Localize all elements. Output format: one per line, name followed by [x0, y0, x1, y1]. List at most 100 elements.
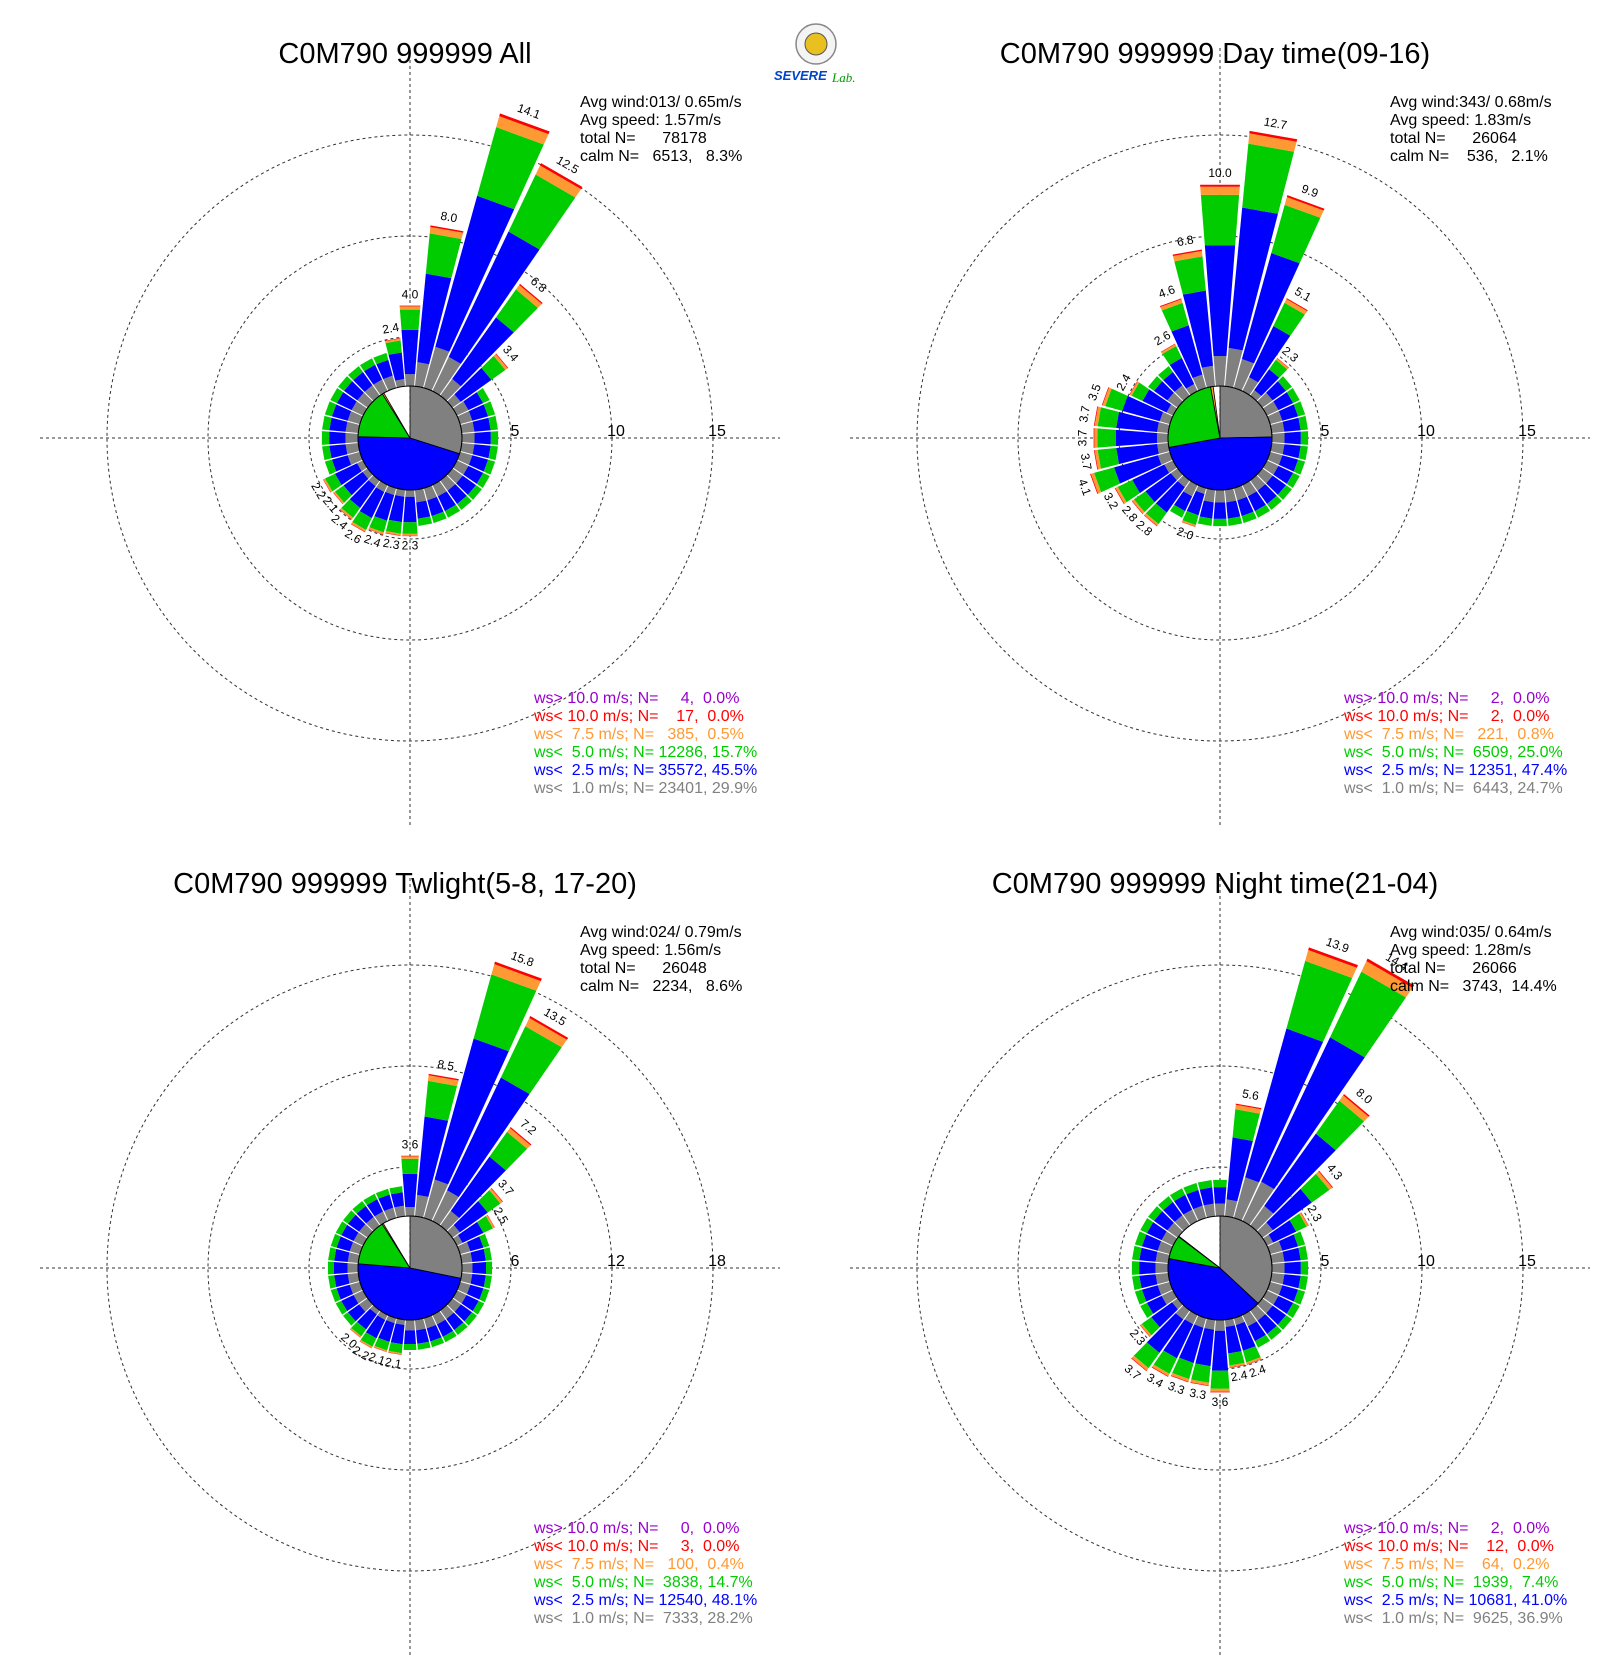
petal-segment	[430, 1337, 445, 1348]
petal-segment	[1315, 1171, 1333, 1190]
petal	[1257, 1298, 1292, 1330]
petal-segment	[1300, 431, 1309, 445]
petal-segment	[1245, 1028, 1324, 1183]
petal-segment	[1278, 1285, 1299, 1302]
petal-segment	[473, 974, 537, 1052]
petal-segment	[519, 283, 543, 304]
stat-line: total N= 26048	[580, 960, 707, 977]
petal	[322, 460, 368, 493]
petal-segment	[1186, 490, 1205, 516]
petal-segment	[468, 404, 489, 421]
petal	[330, 387, 368, 416]
petal-segment	[454, 367, 492, 402]
petal	[1197, 488, 1216, 526]
petal-segment	[1151, 1366, 1169, 1377]
petal-segment	[1276, 357, 1290, 369]
petal-segment	[1235, 1104, 1262, 1114]
petal-segment	[460, 442, 475, 455]
petal-segment	[472, 417, 491, 432]
petal-segment	[1293, 401, 1306, 417]
petal-segment	[339, 509, 352, 520]
legend-entry: ws< 10.0 m/s; N= 3, 0.0%	[534, 1538, 740, 1555]
petal-segment	[399, 306, 421, 310]
petal	[324, 401, 363, 425]
petal-segment	[336, 1284, 354, 1300]
petal-value-label: 2.6	[1152, 328, 1174, 349]
petal-segment	[1254, 504, 1271, 518]
petal-segment	[472, 1262, 487, 1274]
petal-segment	[1116, 411, 1159, 432]
ring-label: 6	[511, 1253, 520, 1270]
petal-segment	[1131, 1355, 1149, 1371]
petal-segment	[417, 516, 433, 526]
petal-segment	[428, 1073, 459, 1081]
petal-segment	[1270, 421, 1285, 434]
petal	[322, 442, 360, 461]
petal-segment	[333, 1262, 348, 1274]
petal-segment	[1133, 491, 1155, 513]
petal-segment	[333, 492, 343, 505]
petal-segment	[1298, 415, 1308, 431]
petal-segment	[1157, 451, 1173, 465]
petal-segment	[1146, 1222, 1167, 1241]
petal-segment	[1161, 1231, 1178, 1246]
petal-segment	[1269, 359, 1288, 378]
petal-value-label: 2.3	[402, 539, 419, 553]
petal	[1262, 460, 1300, 489]
pie-outline	[1167, 1215, 1273, 1321]
petal-segment	[352, 511, 372, 530]
petal-segment	[405, 1319, 415, 1331]
petal-segment	[1158, 1196, 1173, 1211]
petal-segment	[1298, 1245, 1308, 1261]
petal-segment	[1293, 459, 1306, 475]
petal-segment	[1241, 511, 1257, 524]
petal-value-label: 4.3	[1324, 1161, 1346, 1183]
petal-segment	[365, 1315, 386, 1339]
petal-segment	[1229, 1364, 1246, 1369]
petal-segment	[428, 1075, 459, 1087]
petal	[452, 387, 490, 416]
petal-segment	[1300, 1212, 1309, 1226]
panel-title: C0M790 999999 Twlight(5-8, 17-20)	[173, 868, 637, 900]
petal-segment	[1308, 947, 1359, 968]
petal-segment	[1097, 447, 1120, 469]
petal-segment	[1167, 1222, 1183, 1238]
petal-segment	[1277, 376, 1292, 391]
petal	[402, 489, 418, 537]
petal	[385, 488, 406, 537]
petal	[324, 451, 363, 475]
petal-segment	[1273, 302, 1305, 336]
petal-segment	[1160, 343, 1176, 353]
petal-segment	[1151, 1302, 1178, 1328]
legend-entry: ws< 2.5 m/s; N= 12351, 47.4%	[1344, 762, 1568, 779]
petal-segment	[383, 375, 397, 391]
petal-segment	[460, 1252, 473, 1264]
petal-value-label: 5.1	[1292, 284, 1314, 305]
petal-segment	[1284, 1261, 1301, 1275]
petal	[452, 1290, 485, 1315]
petal-segment	[1145, 503, 1167, 525]
petal-segment	[322, 479, 331, 493]
petal-segment	[1210, 1391, 1230, 1393]
petal	[414, 1318, 431, 1350]
petal-segment	[321, 431, 330, 445]
legend-entry: ws< 10.0 m/s; N= 17, 0.0%	[534, 708, 744, 725]
petal-segment	[1250, 1205, 1274, 1231]
petal-segment	[442, 1330, 457, 1343]
petal-segment	[1131, 1261, 1140, 1275]
stat-line: Avg wind:024/ 0.79m/s	[580, 924, 742, 941]
petal-value-label: 10.0	[1208, 166, 1232, 180]
petal-segment	[322, 445, 332, 461]
petal-segment	[1140, 1323, 1152, 1337]
petal-segment	[1284, 197, 1324, 218]
petal	[1148, 1206, 1183, 1238]
petal-segment	[483, 459, 496, 475]
wind-stats: Avg wind:024/ 0.79m/s Avg speed: 1.56m/s t…	[580, 924, 742, 996]
petal	[1148, 376, 1183, 408]
petal-segment	[508, 174, 576, 250]
petal-segment	[425, 233, 462, 279]
petal-segment	[341, 499, 361, 518]
petal-segment	[1179, 1324, 1204, 1364]
petal-segment	[435, 195, 515, 352]
petal-segment	[330, 1233, 341, 1248]
